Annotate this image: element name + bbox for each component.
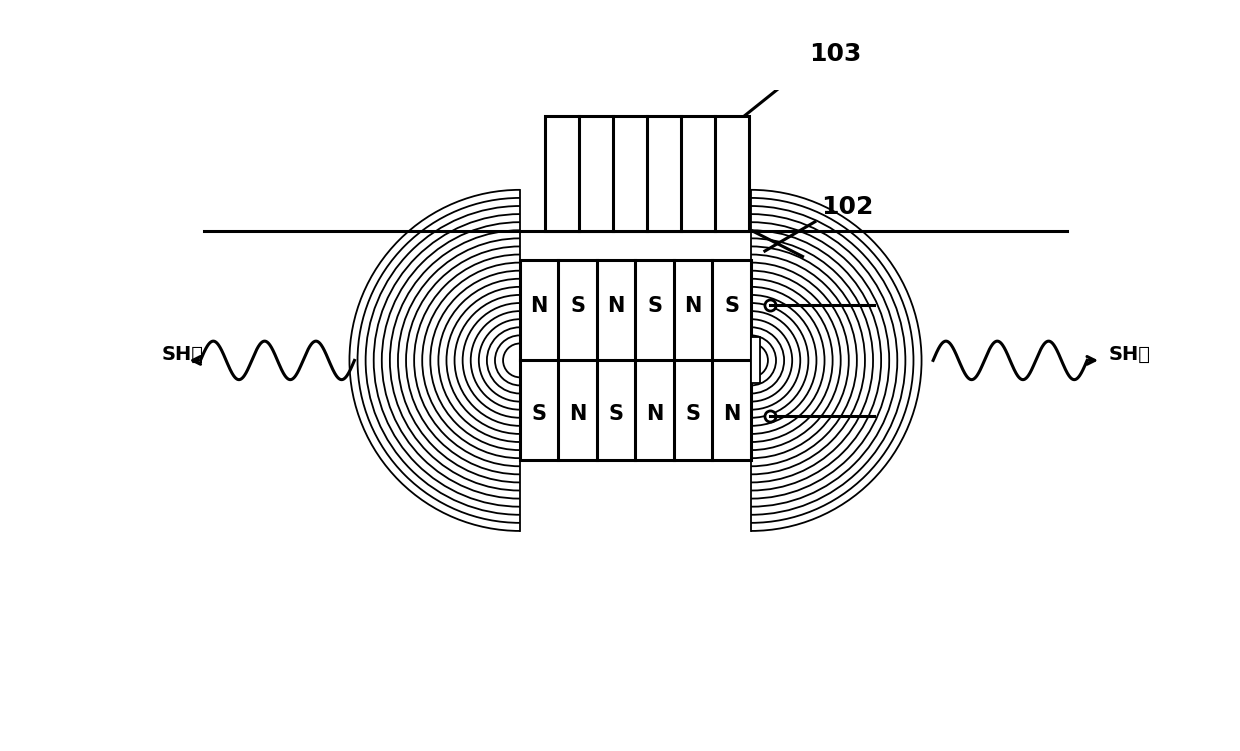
Bar [546,116,749,231]
Text: N: N [684,297,702,316]
Text: S: S [686,405,701,424]
Text: S: S [724,297,739,316]
Text: S: S [609,405,624,424]
Text: SH波: SH波 [162,345,203,363]
Bar [751,337,760,384]
Text: N: N [608,297,625,316]
Text: N: N [723,405,740,424]
Bar [520,261,751,460]
Text: 102: 102 [821,195,873,219]
Text: S: S [570,297,585,316]
Text: 103: 103 [808,42,861,66]
Text: S: S [532,405,547,424]
Text: N: N [569,405,587,424]
Text: N: N [531,297,548,316]
Text: SH波: SH波 [1109,345,1151,363]
Text: N: N [646,405,663,424]
Text: S: S [647,297,662,316]
